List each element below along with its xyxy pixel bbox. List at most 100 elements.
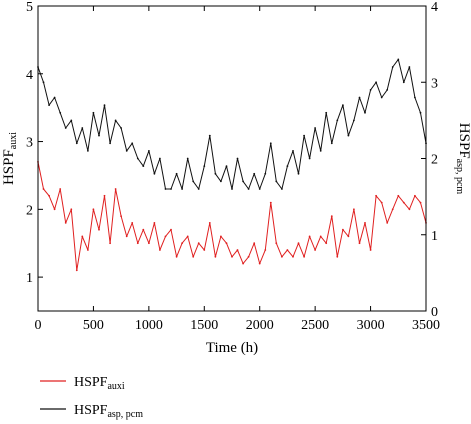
data-point-hspf-asp-pcm: [153, 172, 156, 175]
data-point-hspf-auxi: [242, 262, 245, 265]
data-point-hspf-asp-pcm: [281, 188, 283, 190]
data-point-hspf-asp-pcm: [419, 111, 422, 114]
data-point-hspf-auxi: [114, 188, 117, 190]
data-point-hspf-auxi: [109, 242, 111, 245]
legend-label-sub: asp, pcm: [107, 409, 143, 420]
data-point-hspf-auxi: [197, 242, 200, 245]
data-point-hspf-auxi: [64, 222, 67, 224]
data-point-hspf-auxi: [120, 215, 122, 218]
data-point-hspf-auxi: [164, 235, 167, 238]
data-point-hspf-asp-pcm: [375, 81, 377, 84]
ticks-layer: 0 500 1000 1500 2000 2500 3000 3500 1 2 3 4 5 0 1 2 3 4: [26, 0, 440, 333]
data-point-hspf-asp-pcm: [214, 172, 217, 175]
data-point-hspf-asp-pcm: [353, 119, 355, 122]
data-point-hspf-asp-pcm: [53, 96, 56, 99]
data-point-hspf-asp-pcm: [197, 188, 200, 190]
y-right-axis-title: HSPFasp, pcm: [454, 123, 471, 195]
data-point-hspf-auxi: [236, 249, 239, 251]
x-tick-label: 3000: [357, 318, 385, 333]
data-point-hspf-asp-pcm: [208, 134, 211, 137]
data-point-hspf-auxi: [258, 262, 261, 265]
data-point-hspf-asp-pcm: [186, 157, 189, 160]
data-point-hspf-asp-pcm: [64, 127, 67, 129]
data-point-hspf-asp-pcm: [247, 188, 250, 190]
data-point-hspf-auxi: [103, 194, 106, 197]
data-point-hspf-auxi: [264, 249, 267, 251]
data-point-hspf-asp-pcm: [342, 104, 344, 106]
y-right-tick-label: 4: [431, 0, 438, 15]
data-point-hspf-asp-pcm: [297, 172, 300, 175]
data-point-hspf-auxi: [253, 242, 256, 245]
legend-label-hspf-asp-pcm: HSPFasp, pcm: [74, 403, 143, 420]
data-point-hspf-asp-pcm: [114, 119, 117, 122]
data-point-hspf-auxi: [380, 201, 383, 204]
data-point-hspf-asp-pcm: [358, 96, 361, 99]
data-point-hspf-auxi: [125, 235, 128, 238]
data-point-hspf-auxi: [375, 194, 377, 197]
data-point-hspf-auxi: [175, 255, 178, 258]
data-point-hspf-asp-pcm: [336, 119, 339, 122]
data-point-hspf-asp-pcm: [402, 81, 405, 84]
y-right-tick-label: 0: [431, 305, 438, 320]
data-point-hspf-asp-pcm: [131, 142, 134, 145]
legend-label-hspf-auxi: HSPFauxi: [74, 375, 125, 392]
data-point-hspf-asp-pcm: [308, 157, 311, 160]
data-point-hspf-asp-pcm: [258, 188, 261, 190]
x-tick-label: 1000: [135, 318, 163, 333]
data-point-hspf-asp-pcm: [170, 188, 172, 190]
data-point-hspf-auxi: [342, 228, 344, 231]
data-point-hspf-auxi: [203, 249, 206, 251]
data-point-hspf-asp-pcm: [175, 172, 178, 175]
data-point-hspf-asp-pcm: [70, 119, 73, 122]
data-point-hspf-auxi: [87, 249, 89, 251]
data-point-hspf-auxi: [153, 222, 156, 224]
data-point-hspf-auxi: [308, 235, 311, 238]
data-point-hspf-auxi: [281, 255, 283, 258]
data-point-hspf-asp-pcm: [136, 157, 139, 160]
data-point-hspf-auxi: [419, 201, 422, 204]
data-point-hspf-asp-pcm: [120, 127, 122, 129]
data-point-hspf-auxi: [136, 242, 139, 245]
data-point-hspf-asp-pcm: [286, 165, 289, 168]
data-point-hspf-auxi: [231, 255, 233, 258]
data-point-hspf-asp-pcm: [75, 142, 78, 145]
data-point-hspf-asp-pcm: [220, 180, 222, 183]
data-point-hspf-asp-pcm: [203, 165, 206, 168]
data-point-hspf-asp-pcm: [303, 134, 305, 137]
x-tick-label: 3500: [412, 318, 440, 333]
data-point-hspf-auxi: [131, 222, 134, 224]
data-point-hspf-asp-pcm: [397, 58, 400, 61]
data-point-hspf-auxi: [386, 222, 389, 224]
data-point-hspf-auxi: [214, 255, 217, 258]
data-point-hspf-asp-pcm: [330, 142, 333, 145]
data-point-hspf-asp-pcm: [181, 188, 184, 190]
data-point-hspf-asp-pcm: [386, 89, 389, 91]
data-point-hspf-asp-pcm: [264, 172, 267, 175]
y-right-tick-label: 2: [431, 153, 438, 168]
data-point-hspf-asp-pcm: [236, 157, 239, 160]
data-point-hspf-asp-pcm: [275, 180, 278, 183]
data-point-hspf-auxi: [192, 255, 195, 258]
data-point-hspf-auxi: [142, 228, 145, 231]
data-point-hspf-asp-pcm: [380, 96, 383, 99]
series-line-hspf-asp-pcm: [37, 58, 427, 190]
legend: HSPFauxi HSPFasp, pcm: [40, 375, 143, 420]
data-point-hspf-asp-pcm: [347, 134, 350, 137]
data-point-hspf-asp-pcm: [369, 89, 372, 91]
y-right-title-main: HSPF: [456, 123, 471, 159]
data-point-hspf-asp-pcm: [148, 150, 150, 152]
y-left-title-sub: auxi: [8, 132, 19, 149]
data-point-hspf-asp-pcm: [142, 165, 145, 168]
series-layer: [37, 58, 427, 272]
data-point-hspf-auxi: [53, 208, 56, 211]
data-point-hspf-auxi: [364, 222, 366, 224]
data-point-hspf-auxi: [75, 269, 78, 272]
legend-label-main: HSPF: [74, 403, 108, 418]
data-point-hspf-asp-pcm: [103, 104, 106, 106]
x-tick-label: 2500: [301, 318, 329, 333]
data-point-hspf-auxi: [314, 249, 316, 251]
data-point-hspf-asp-pcm: [109, 142, 111, 145]
data-point-hspf-auxi: [98, 228, 100, 231]
data-point-hspf-asp-pcm: [292, 150, 294, 152]
